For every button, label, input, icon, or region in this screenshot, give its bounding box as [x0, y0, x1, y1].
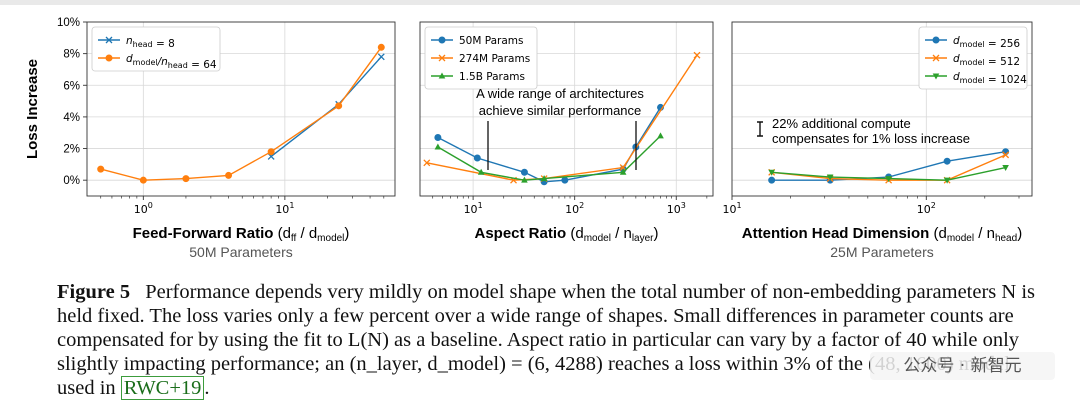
x-tick-label: 102: [565, 201, 584, 216]
y-tick-label: 6%: [63, 80, 80, 92]
data-point: [335, 102, 343, 110]
data-point: [473, 154, 481, 162]
chart-panel-heads: 101 102 Attention Head Dimension (dmodel /…: [722, 21, 1033, 260]
data-point: [768, 169, 775, 176]
legend-heads: dmodel = 256 dmodel = 512 dmodel = 1024: [918, 26, 1028, 90]
data-point: [540, 175, 548, 182]
legend-marker: [105, 36, 113, 44]
legend-label: nhead = 8: [126, 35, 175, 50]
x-axis-label: Feed-Forward Ratio (dff / dmodel): [133, 225, 350, 244]
chart-panel-aspect: 101 102 103 Aspect Ratio (dmodel / nlayer): [419, 21, 714, 244]
annotation-line-2: compensates for 1% loss increase: [772, 131, 970, 146]
data-point: [1002, 151, 1010, 159]
series-line-2: [437, 135, 662, 181]
data-point: [377, 53, 385, 61]
legend-marker: [438, 54, 446, 62]
series-line-0: [437, 107, 662, 183]
caption-end: .: [204, 377, 210, 399]
panel-subtitle: 25M Parameters: [830, 244, 933, 260]
caption-text: Performance depends very mildly on model…: [57, 281, 1035, 399]
y-tick-label: 4%: [63, 112, 80, 124]
figure-5-charts: 100 101 0% 2% 4% 6% 8% 10% Feed-Forward Ratio (d…: [24, 17, 1033, 260]
data-point: [139, 176, 147, 184]
data-point: [377, 43, 385, 51]
legend-ffn: nhead = 8 dmodel/nhead = 64: [91, 26, 221, 72]
data-point: [520, 168, 528, 176]
x-axis-label: Aspect Ratio (dmodel / nlayer): [475, 225, 659, 244]
panel-subtitle: 50M Parameters: [189, 244, 292, 260]
x-tick-label: 101: [464, 201, 483, 216]
annotation-line-1: A wide range of architectures: [476, 86, 644, 101]
x-axis-label: Attention Head Dimension (dmodel / nhead…: [742, 225, 1022, 244]
data-point: [943, 157, 951, 165]
data-point: [826, 174, 834, 181]
y-tick-label: 2%: [63, 144, 80, 156]
figure-caption: Figure 5 Performance depends very mildly…: [57, 280, 1047, 400]
error-bar-icon: [757, 121, 763, 137]
data-point: [434, 143, 442, 150]
annotation-line-1: 22% additional compute: [772, 116, 911, 131]
series-line-0: [270, 56, 382, 158]
legend-box: [91, 26, 221, 72]
top-border: [0, 0, 1080, 5]
plot-frame: [86, 21, 396, 197]
data-point: [768, 176, 776, 184]
y-tick-label: 10%: [57, 17, 80, 29]
data-point: [619, 168, 627, 175]
legend-aspect: 50M Params 274M Params 1.5B Params: [424, 26, 538, 90]
data-point: [182, 175, 190, 183]
x-tick-label: 100: [134, 201, 153, 216]
data-point: [693, 51, 701, 59]
y-axis-label: Loss Increase: [24, 59, 41, 159]
watermark: 公众号 · 新智元: [870, 352, 1055, 380]
data-point: [561, 176, 569, 184]
data-point: [225, 171, 233, 179]
data-point: [97, 165, 105, 173]
data-point: [885, 176, 892, 183]
legend-label: dmodel = 1024: [953, 71, 1027, 86]
legend-marker: [932, 73, 940, 80]
data-point: [423, 159, 431, 167]
caption-label: Figure 5: [57, 281, 131, 303]
legend-label: 50M Params: [459, 35, 524, 47]
x-tick-label: 102: [917, 201, 936, 216]
data-point: [657, 132, 664, 139]
legend-marker: [438, 72, 446, 79]
data-point: [1002, 165, 1009, 172]
annotation-line-2: achieve similar performance: [479, 103, 642, 118]
legend-marker: [105, 54, 113, 62]
legend-marker: [932, 54, 940, 62]
x-tick-label: 101: [722, 201, 741, 216]
chart-panel-ffn: 100 101 0% 2% 4% 6% 8% 10% Feed-Forward Ratio (d…: [57, 17, 396, 260]
citation-link[interactable]: RWC+19: [120, 376, 205, 400]
data-point: [1002, 148, 1010, 156]
plot-frame: [419, 21, 714, 197]
legend-label: dmodel/nhead = 64: [126, 53, 217, 71]
data-point: [267, 148, 275, 156]
x-tick-label: 103: [667, 201, 686, 216]
data-point: [477, 168, 485, 175]
plot-frame: [731, 21, 1033, 197]
y-tick-label: 0%: [63, 175, 80, 187]
legend-label: 274M Params: [459, 53, 530, 65]
legend-label: dmodel = 256: [953, 35, 1020, 50]
legend-box: [918, 26, 1028, 90]
data-point: [521, 176, 528, 183]
x-tick-label: 101: [275, 201, 294, 216]
annotation-aspect: A wide range of architectures achieve sim…: [476, 86, 644, 170]
legend-box: [424, 26, 538, 90]
legend-marker: [438, 36, 446, 44]
legend-label: dmodel = 512: [953, 53, 1020, 68]
data-point: [434, 133, 442, 141]
legend-label: 1.5B Params: [459, 71, 525, 83]
data-point: [943, 177, 951, 184]
legend-marker: [932, 36, 940, 44]
y-tick-label: 8%: [63, 49, 80, 61]
